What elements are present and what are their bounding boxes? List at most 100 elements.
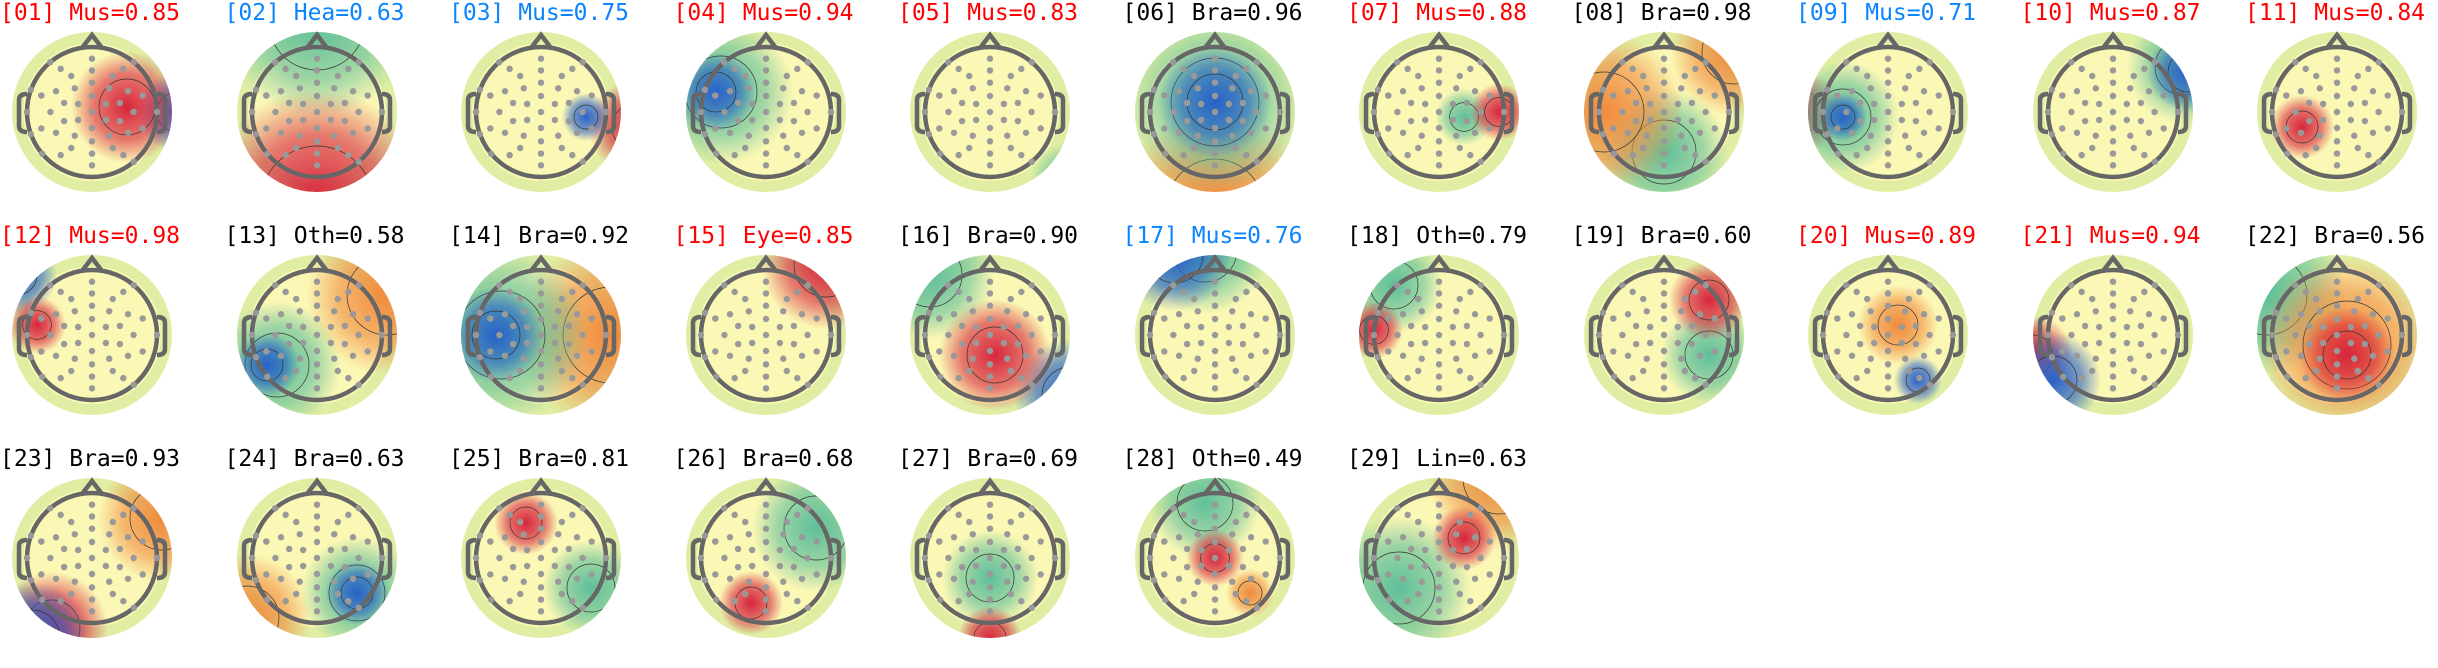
electrode-dot (1486, 348, 1493, 355)
electrode-dot (720, 554, 728, 562)
electrode-dot (2319, 323, 2327, 331)
electrode-dot (1435, 373, 1443, 380)
electrode-dot (697, 331, 704, 339)
electrode-dot (793, 151, 801, 159)
electrode-dot (355, 58, 362, 66)
electrode-dot (27, 309, 35, 316)
electrode-dot (354, 554, 362, 562)
component-title: [01] Mus=0.85 (0, 0, 181, 26)
electrode-dot (296, 578, 303, 585)
field-hotspot (685, 52, 756, 132)
electrode-dot (720, 281, 727, 289)
electrode-dot (106, 132, 113, 139)
electrode-dot (986, 108, 994, 116)
electrode-dot (1935, 125, 1942, 132)
electrode-dot (1407, 340, 1415, 348)
electrode-dot (1160, 125, 1168, 132)
electrode-dot (68, 590, 75, 598)
electrode-dot (1007, 295, 1014, 303)
electrode-dot (2044, 331, 2051, 339)
electrode-dot (277, 129, 284, 136)
electrode-dot (1639, 295, 1646, 303)
electrode-dot (936, 315, 943, 322)
electrode-dot (1247, 575, 1254, 582)
electrode-dot (102, 323, 110, 331)
electrode-dot (720, 108, 728, 116)
electrode-dot (2109, 150, 2116, 157)
electrode-dot (1211, 302, 1218, 309)
electrode-dot (68, 144, 75, 152)
electrode-dot (1000, 546, 1008, 554)
topomap (1134, 477, 1295, 638)
electrode-dot (697, 108, 704, 116)
electrode-dot (327, 546, 334, 554)
component-title: [20] Mus=0.89 (1796, 223, 1977, 249)
electrode-dot (812, 571, 820, 578)
electrode-dot (2109, 361, 2116, 368)
electrode-dot (1385, 315, 1392, 322)
electrode-dot (1884, 302, 1892, 309)
electrode-dot (588, 315, 595, 322)
electrode-dot (2375, 381, 2382, 389)
electrode-dot (1463, 99, 1471, 107)
electrode-dot (2297, 352, 2305, 359)
electrode-dot (2365, 151, 2372, 159)
electrode-dot (1710, 125, 1718, 132)
electrode-dot (537, 290, 545, 297)
topomap (12, 31, 172, 192)
electrode-dot (793, 288, 801, 296)
electrode-dot (966, 367, 973, 375)
electrode-dot (2333, 373, 2341, 380)
electrode-dot (762, 302, 769, 309)
electrode-dot (2333, 92, 2341, 100)
electrode-dot (1926, 331, 1933, 339)
electrode-dot (1884, 162, 1892, 169)
electrode-dot (1399, 311, 1407, 318)
electrode-dot (711, 92, 719, 99)
electrode-dot (363, 125, 371, 132)
electrode-dot (1000, 562, 1008, 570)
electrode-dot (1169, 108, 1177, 116)
electrode-dot (1225, 116, 1232, 124)
electrode-dot (972, 546, 980, 554)
electrode-dot (1435, 608, 1443, 615)
electrode-dot (936, 373, 944, 380)
electrode-dot (986, 596, 994, 603)
electrode-dot (341, 322, 348, 330)
electrode-dot (313, 525, 320, 532)
electrode-dot (1014, 545, 1022, 553)
component-cell: [27] Bra=0.69 (898, 446, 1123, 668)
electrode-dot (569, 288, 576, 296)
electrode-dot (1435, 347, 1443, 355)
electrode-dot (1435, 278, 1443, 285)
electrode-dot (2048, 131, 2055, 138)
electrode-dot (1674, 100, 1681, 108)
electrode-dot (1190, 518, 1197, 526)
electrode-dot (1926, 108, 1933, 116)
electrode-dot (2333, 278, 2341, 285)
electrode-dot (783, 295, 790, 303)
electrode-dot (2365, 374, 2372, 382)
electrode-dot (1610, 150, 1617, 157)
electrode-dot (748, 100, 755, 108)
electrode-dot (1435, 67, 1443, 74)
electrode-dot (313, 538, 320, 546)
electrode-dot (1624, 88, 1631, 95)
electrode-dot (88, 124, 96, 132)
electrode-dot (762, 525, 769, 532)
electrode-dot (1463, 117, 1471, 125)
electrode-dot (501, 534, 509, 541)
electrode-dot (1843, 58, 1850, 66)
electrode-dot (74, 546, 82, 554)
electrode-dot (1688, 117, 1695, 125)
electrode-dot (936, 538, 943, 545)
electrode-dot (487, 150, 495, 157)
component-title: [29] Lin=0.63 (1347, 446, 1528, 472)
electrode-dot (313, 108, 320, 116)
electrode-dot (2095, 116, 2102, 124)
electrode-dot (2073, 129, 2080, 136)
electrode-dot (827, 331, 834, 339)
electrode-dot (1028, 504, 1035, 512)
electrode-dot (378, 331, 385, 339)
component-title: [18] Oth=0.79 (1347, 223, 1528, 249)
